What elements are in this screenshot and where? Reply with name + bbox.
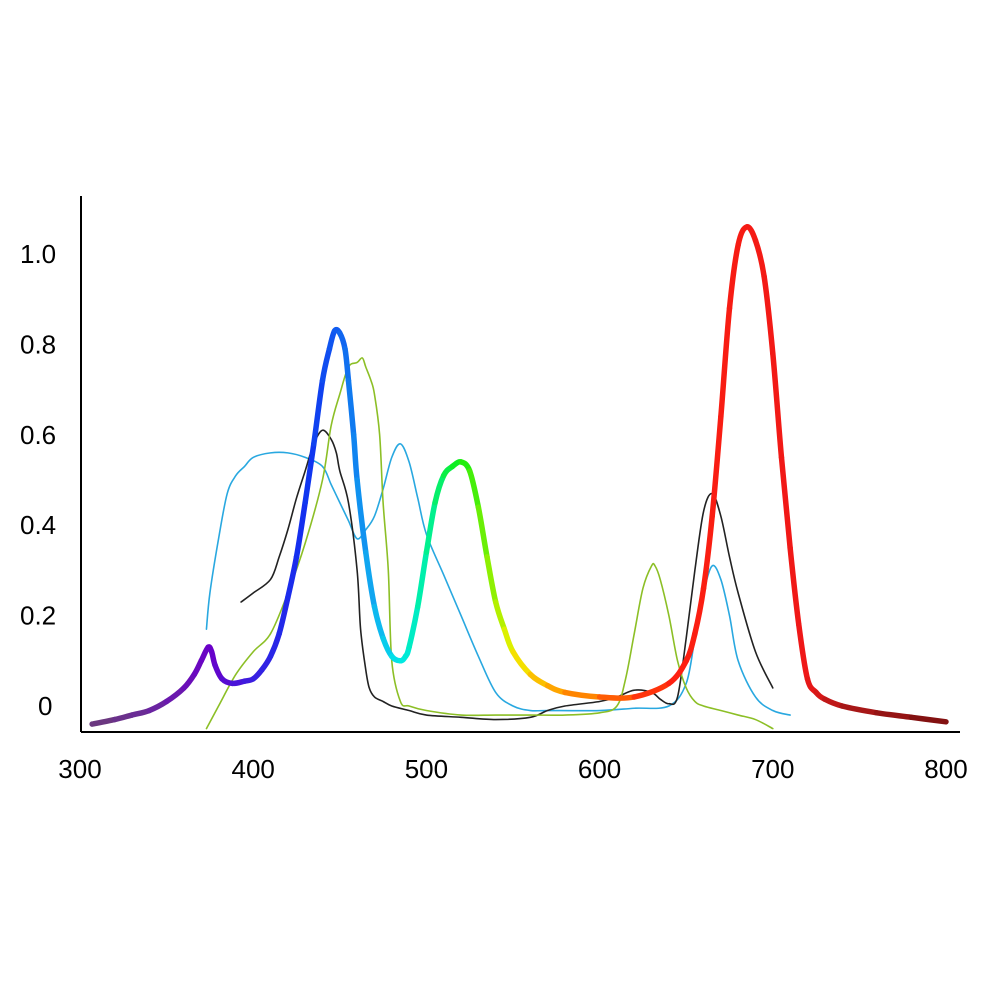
spectrum-line-segment [700, 513, 715, 592]
y-tick-label: 0 [38, 691, 52, 721]
spectrum-line-segment [319, 346, 333, 384]
spectrum-line-segment [562, 689, 603, 700]
y-tick-label: 0.6 [20, 420, 56, 450]
spectrum-line-segment [761, 273, 776, 357]
spectrum-line-segment [683, 630, 698, 664]
y-tick-label: 0.4 [20, 510, 56, 540]
spectrum-line-segment [423, 499, 438, 556]
x-tick-label: 600 [578, 754, 621, 784]
x-tick-label: 500 [405, 754, 448, 784]
spectrum-line-segment [735, 224, 750, 248]
x-tick-label: 800 [924, 754, 967, 784]
spectrum-line-segment [787, 545, 802, 628]
spectrum-line-segment [501, 626, 516, 655]
spectrum-line-segment [718, 305, 733, 420]
spectrum-line-segment [414, 549, 430, 610]
spectrum-line-segment [752, 237, 767, 280]
spectrum-line-segment [276, 594, 291, 637]
spectrum-line-segment [285, 554, 300, 601]
spectrum-line-segment [475, 504, 490, 560]
spectrum-line-segment [908, 714, 949, 725]
x-tick-label: 400 [232, 754, 275, 784]
tick-labels: 300 400 500 600 700 800 0 0.2 0.4 0.6 0.8 1.0 [20, 239, 968, 784]
spectrum-line-segment [363, 549, 378, 610]
spectrum-line-segment [726, 242, 741, 311]
spectrum-line-segment [342, 346, 352, 384]
y-tick-label: 0.8 [20, 329, 56, 359]
series-line-2 [240, 429, 774, 721]
spectrum-line-segment [527, 671, 551, 689]
spectrum-line-segment [484, 554, 499, 605]
spectrum-line-segment [692, 585, 707, 637]
axes [80, 196, 960, 733]
series-line-3 [205, 357, 774, 730]
y-tick-label: 1.0 [20, 239, 56, 269]
spectrum-line-segment [89, 716, 118, 727]
spectrum-line-segment [466, 468, 482, 510]
spectrum-line-segment [311, 377, 326, 447]
spectrum-line-segment [354, 477, 369, 556]
spectrum-line-segment [796, 621, 811, 682]
spectrum-line-segment [302, 441, 317, 506]
series-layer [205, 357, 791, 730]
x-tick-label: 700 [751, 754, 794, 784]
spectrum-line-segment [822, 696, 845, 709]
spectrum-line-segment [146, 698, 170, 714]
y-tick-label: 0.2 [20, 601, 56, 631]
spectrum-line-segment [492, 599, 508, 632]
spectrum-line-segment [631, 680, 672, 700]
spectrum-line-segment [432, 472, 447, 506]
x-tick-label: 300 [58, 754, 101, 784]
spectrum-line-segment [778, 454, 793, 551]
spectrum-line-segment [267, 630, 282, 660]
spectrum-line-segment [873, 710, 915, 721]
spectrum-line-segment [350, 432, 360, 483]
spectrum-line-segment [345, 377, 357, 438]
spectrum-line-segment [839, 703, 880, 716]
spectrum-line-segment [371, 603, 386, 641]
spectrum-series-layer [89, 224, 949, 727]
spectrum-line-segment [406, 603, 421, 650]
spectrum-line-segment [596, 694, 637, 701]
spectrum-line-segment [510, 649, 534, 678]
spectrum-line-segment [544, 682, 568, 696]
spectrum-line-segment [163, 685, 187, 705]
spectrum-line-segment [326, 328, 338, 352]
spectrum-line-segment [293, 499, 308, 560]
spectrum-line-segment [709, 413, 724, 519]
spectrum-line-segment [770, 350, 785, 461]
